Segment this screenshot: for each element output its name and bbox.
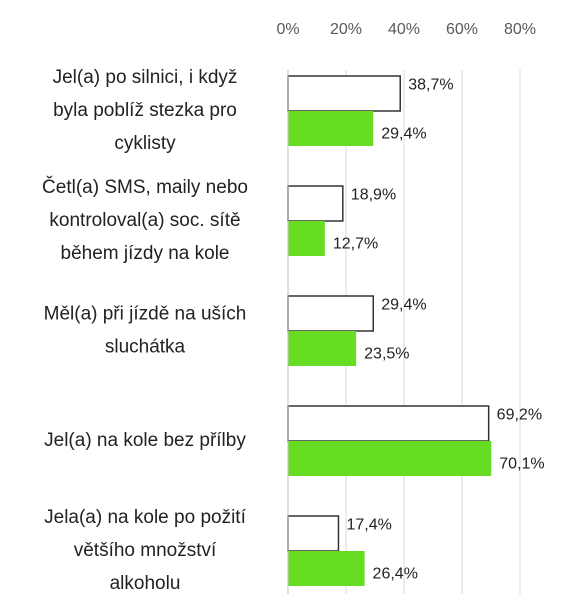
value-label: 29,4% xyxy=(381,126,426,143)
value-label: 18,9% xyxy=(351,187,396,204)
bar xyxy=(288,441,492,476)
value-label: 17,4% xyxy=(346,517,391,534)
x-tick-label: 20% xyxy=(330,21,362,38)
bar xyxy=(288,221,325,256)
category-label: Četl(a) SMS, maily nebo kontroloval(a) so… xyxy=(42,176,248,264)
bar xyxy=(288,551,365,586)
value-label: 23,5% xyxy=(364,346,409,363)
bar xyxy=(287,295,375,332)
category-label: Jela(a) na kole po požití většího množstv… xyxy=(44,507,246,594)
x-tick-label: 0% xyxy=(276,21,299,38)
value-label: 12,7% xyxy=(333,236,378,253)
value-label: 38,7% xyxy=(408,77,453,94)
category-label: Jel(a) po silnici, i když byla poblíž ste… xyxy=(53,67,238,154)
x-tick-label: 60% xyxy=(446,21,478,38)
category-label: Měl(a) při jízdě na uších sluchátka xyxy=(44,304,247,358)
bar xyxy=(288,331,357,366)
bar xyxy=(287,405,490,442)
value-label: 69,2% xyxy=(497,407,542,424)
bar xyxy=(287,75,401,112)
value-label: 70,1% xyxy=(499,456,544,473)
x-tick-label: 40% xyxy=(388,21,420,38)
value-label: 29,4% xyxy=(381,297,426,314)
x-tick-label: 80% xyxy=(504,21,536,38)
bar xyxy=(288,111,374,146)
category-label: Jel(a) na kole bez přílby xyxy=(44,430,246,451)
bar xyxy=(287,185,344,222)
bar xyxy=(287,515,340,552)
value-label: 26,4% xyxy=(373,566,418,583)
